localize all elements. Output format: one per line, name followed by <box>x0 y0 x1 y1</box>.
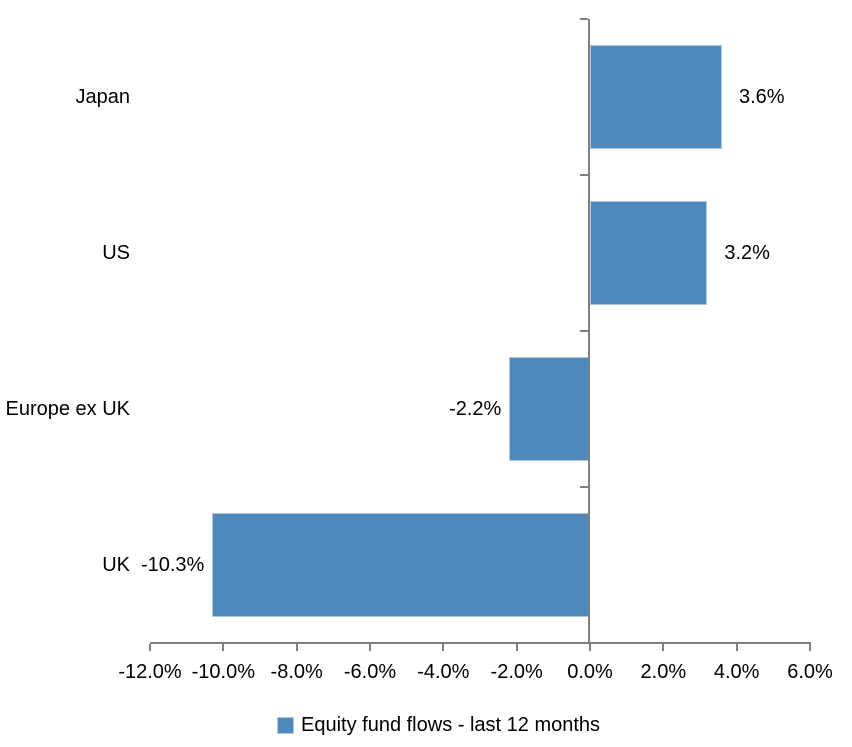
value-label-uk: -10.3% <box>140 554 205 576</box>
x-axis-tick <box>295 644 298 651</box>
x-axis-tick <box>735 644 738 651</box>
bar-uk <box>212 513 590 617</box>
bar-japan <box>590 45 722 149</box>
category-axis-tick <box>580 330 588 332</box>
category-axis-tick <box>580 486 588 488</box>
x-axis-tick <box>662 644 665 651</box>
x-axis-tick-label: -8.0% <box>270 661 323 683</box>
x-axis-tick-label: -12.0% <box>118 661 182 683</box>
x-axis-tick <box>589 644 591 651</box>
category-axis-tick <box>580 18 588 20</box>
x-axis-tick <box>149 644 151 651</box>
x-axis-tick-label: 4.0% <box>713 661 760 683</box>
legend-label: Equity fund flows - last 12 months <box>301 714 601 736</box>
value-axis-line <box>150 642 811 644</box>
value-label-us: 3.2% <box>724 242 770 264</box>
x-axis-tick <box>442 644 445 651</box>
value-label-japan: 3.6% <box>739 86 785 108</box>
x-axis-tick-label: 0.0% <box>567 661 613 683</box>
x-axis-tick <box>222 644 225 651</box>
x-axis-tick <box>515 644 518 651</box>
x-axis-tick <box>369 644 371 651</box>
x-axis-tick-label: -4.0% <box>417 661 470 683</box>
category-axis-tick <box>580 174 588 176</box>
x-axis-tick-label: 6.0% <box>787 661 833 683</box>
x-axis-tick-label: 2.0% <box>640 661 687 683</box>
legend: Equity fund flows - last 12 months <box>277 714 600 736</box>
x-axis-tick-label: -6.0% <box>343 661 397 683</box>
legend-swatch-icon <box>277 716 294 734</box>
bar-us <box>590 201 708 305</box>
x-axis-tick-label: -2.0% <box>490 661 543 683</box>
value-label-europe-ex-uk: -2.2% <box>449 398 502 420</box>
category-label-europe-ex-uk: Europe ex UK <box>5 398 130 420</box>
x-axis-tick-label: -10.0% <box>191 661 256 683</box>
bar-europe-ex-uk <box>509 357 590 461</box>
category-label-us: US <box>102 242 130 264</box>
x-axis-tick <box>809 644 811 651</box>
category-axis-line <box>588 19 590 644</box>
category-label-japan: Japan <box>75 86 131 108</box>
category-label-uk: UK <box>102 554 130 576</box>
